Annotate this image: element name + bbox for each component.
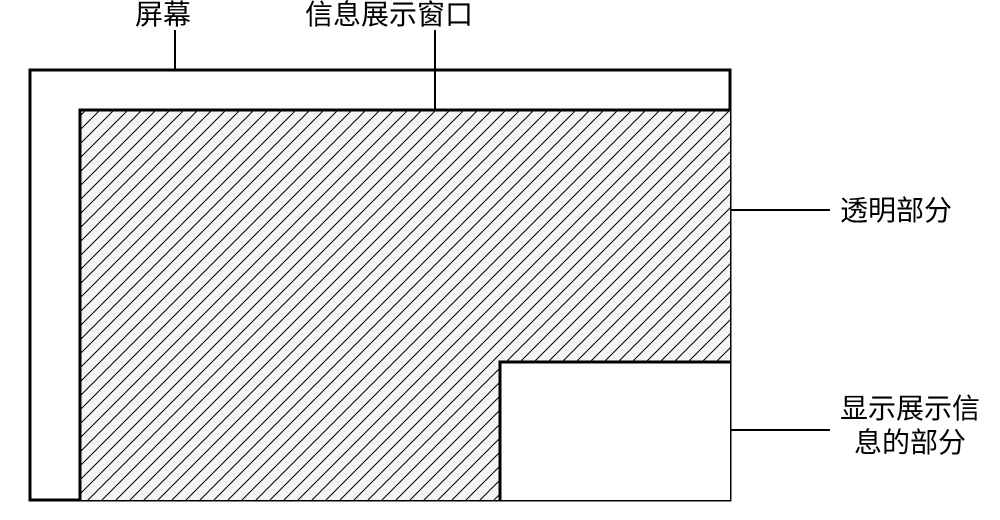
diagram-root: 屏幕 信息展示窗口 透明部分 显示展示信 息的部分: [0, 0, 1000, 520]
info-window: [80, 110, 730, 500]
display-area-rect: [500, 362, 730, 500]
label-info-window: 信息展示窗口: [305, 0, 473, 31]
label-display-line1: 显示展示信: [840, 393, 980, 425]
label-display-line2: 息的部分: [854, 427, 966, 459]
label-transparent: 透明部分: [840, 195, 952, 227]
label-screen: 屏幕: [135, 0, 191, 31]
